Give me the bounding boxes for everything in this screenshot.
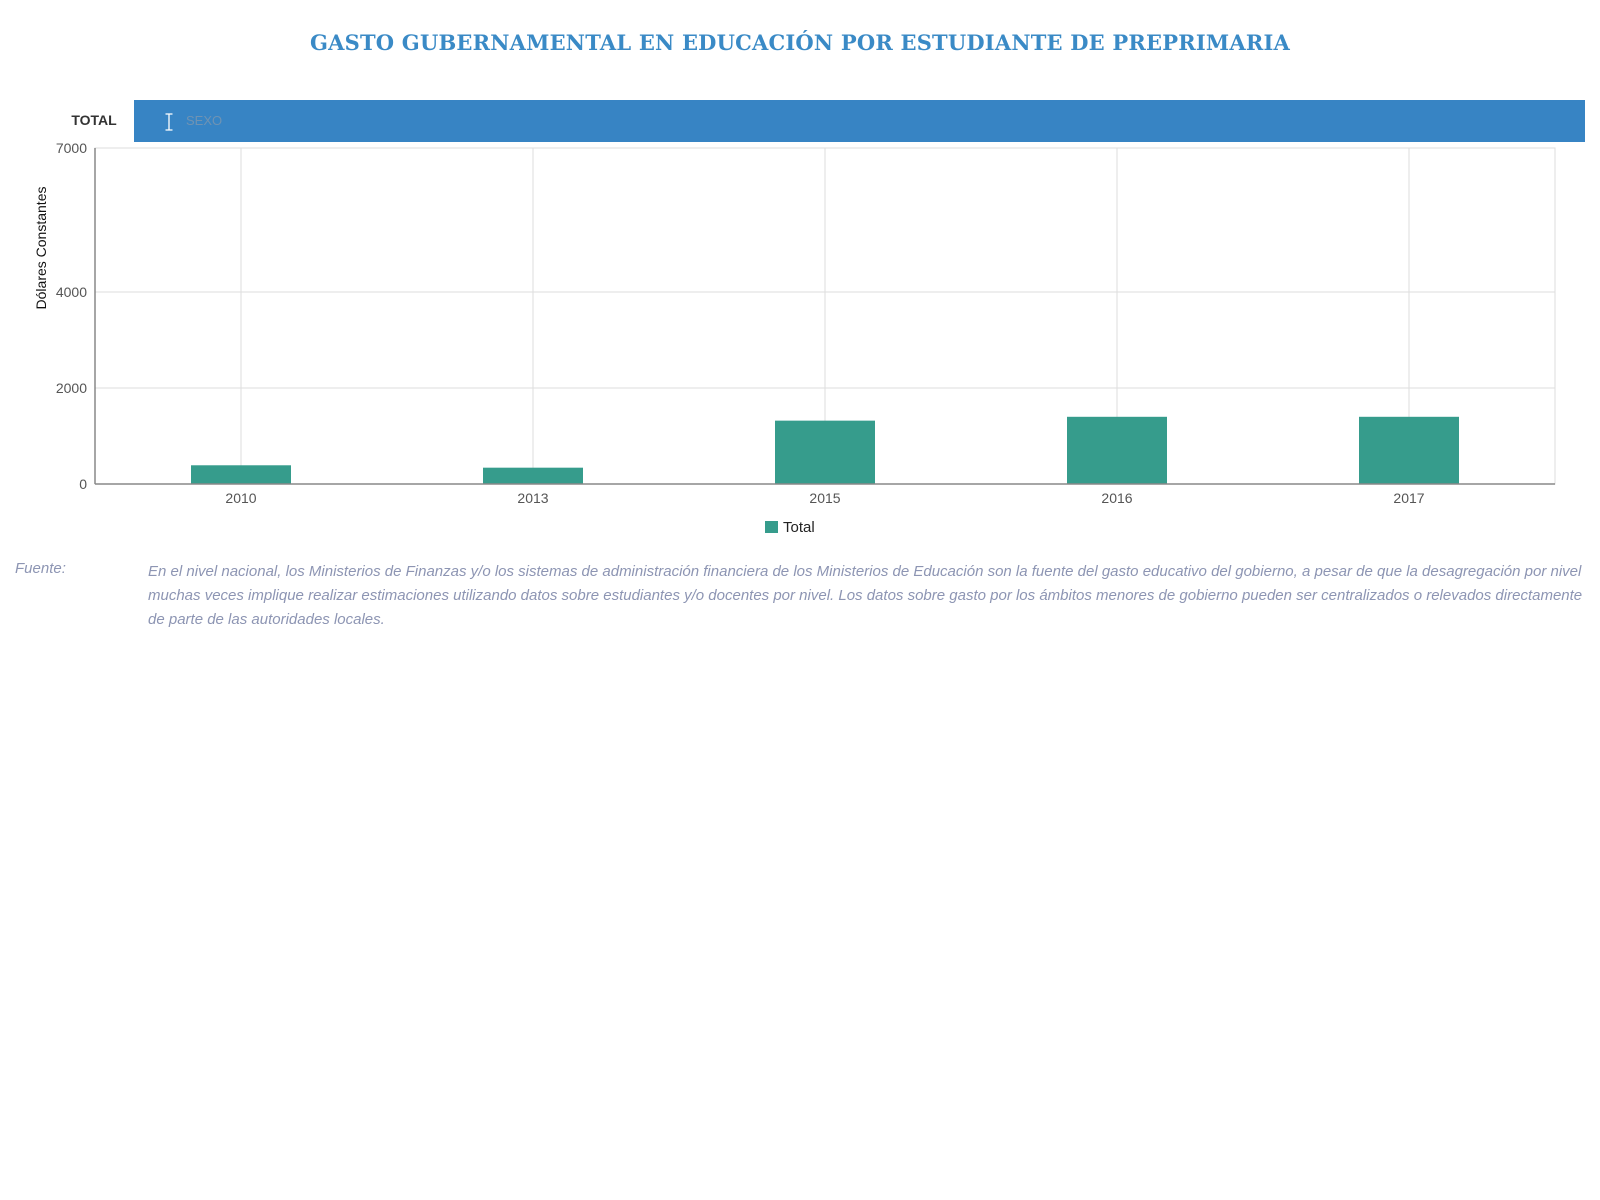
y-tick-label: 7000 [56, 140, 87, 156]
x-tick-label: 2017 [1393, 490, 1424, 506]
legend-label: Total [783, 519, 815, 536]
x-tick-label: 2016 [1101, 490, 1132, 506]
bar-chart: 0 2000 4000 7000 2010 2013 2015 2016 2017 Dólares… [33, 140, 1556, 536]
x-tick-label: 2010 [225, 490, 256, 506]
y-axis-label: Dólares Constantes [33, 187, 49, 310]
x-tick-label: 2013 [517, 490, 548, 506]
y-tick-label: 0 [79, 476, 87, 492]
tab-total[interactable]: TOTAL [71, 112, 117, 128]
bar-2016 [1067, 416, 1167, 484]
bar-2015 [775, 420, 875, 484]
x-tick-label: 2015 [809, 490, 840, 506]
bar-2010 [191, 465, 291, 484]
tab-sexo[interactable]: SEXO [164, 100, 222, 142]
y-tick-label: 2000 [56, 380, 87, 396]
text-cursor-icon [165, 112, 173, 131]
source-text: En el nivel nacional, los Ministerios de… [148, 563, 1583, 628]
legend-swatch [765, 521, 778, 533]
source-label: Fuente: [15, 560, 66, 577]
bar-2017 [1359, 416, 1459, 484]
chart-area: 0 2000 4000 7000 2010 2013 2015 2016 2017 Dólares… [0, 140, 1600, 550]
legend: Total [765, 519, 815, 536]
page-title: GASTO GUBERNAMENTAL EN EDUCACIÓN POR EST… [309, 30, 1291, 55]
bar-2013 [483, 467, 583, 484]
tab-sexo-label: SEXO [186, 113, 223, 128]
y-tick-label: 4000 [56, 284, 87, 300]
tab-bar: SEXO [134, 100, 1585, 142]
